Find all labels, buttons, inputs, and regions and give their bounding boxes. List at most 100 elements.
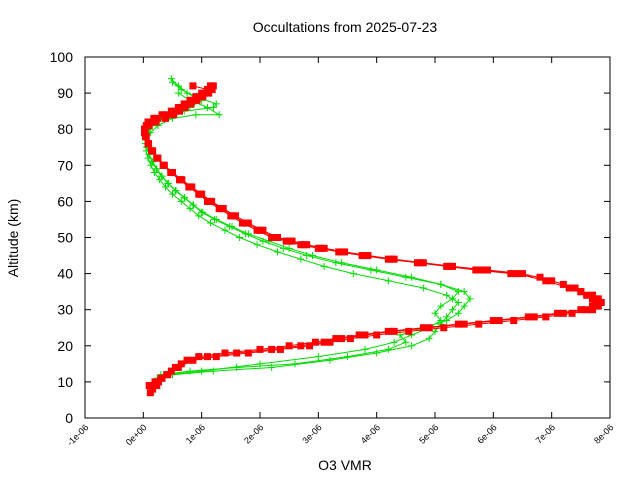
data-point [199,208,207,216]
data-point [198,367,206,375]
data-point [145,122,153,130]
data-point [554,309,561,317]
data-point [475,320,483,328]
data-point [402,273,410,281]
data-point [402,338,410,346]
data-point [384,277,392,285]
x-tick-label: -1e-06 [65,422,90,447]
axis-ticks: -1e-06 0e+00 1e-06 2e-06 3e-06 4e-06 5e-06 6e-0… [50,49,616,448]
y-tick-label: 100 [50,49,74,65]
data-point [306,342,314,350]
data-point [147,161,155,169]
data-point [276,345,284,353]
data-point [390,338,398,346]
data-point [229,212,237,220]
series-line [143,85,602,386]
data-point [205,89,213,97]
data-point [472,266,480,274]
data-point [454,288,462,296]
data-point [167,75,175,83]
data-point [186,183,194,191]
data-point [271,234,279,241]
data-point [160,161,168,169]
data-point [253,241,261,249]
data-point [597,298,605,306]
data-point [338,248,346,256]
data-point [297,255,305,263]
data-point [346,335,354,343]
data-point [192,93,200,101]
data-point [212,353,220,361]
series-line [143,85,599,393]
data-point [149,385,157,393]
data-point [164,371,172,379]
data-point [180,100,188,108]
data-point [349,270,357,278]
data-point [241,219,249,227]
data-point [454,320,462,328]
data-point [437,280,445,288]
data-point [408,273,416,281]
data-point [454,309,462,317]
x-tick-label: 3e-06 [300,422,323,445]
data-point [589,291,596,299]
data-point [367,266,375,274]
data-point [172,187,180,195]
data-point [157,374,165,382]
data-point [513,270,521,278]
data-point [141,129,148,137]
data-point [510,317,518,325]
data-point [236,234,244,241]
data-point [274,248,281,256]
data-point [291,360,299,368]
data-point [244,230,252,238]
y-tick-label: 90 [57,85,73,101]
data-point [440,324,448,332]
data-point [300,241,308,249]
data-point [326,338,334,346]
data-point [198,89,206,97]
data-point [478,266,486,274]
data-point [332,259,340,267]
data-point [153,154,161,162]
data-point [530,313,538,321]
data-point [150,114,158,122]
data-point [583,306,591,314]
data-point [589,295,596,303]
data-point [218,205,225,213]
data-point [437,317,445,325]
data-point [344,353,351,361]
data-point [594,295,602,303]
data-point [408,342,416,350]
data-point [167,367,175,375]
data-point [373,266,381,274]
data-point [387,255,395,263]
data-point [384,327,392,335]
data-point [174,104,182,112]
data-point [144,118,152,126]
data-point [153,382,161,390]
data-point [326,356,334,364]
data-point [171,107,179,115]
data-point [189,356,197,364]
data-point [170,111,178,119]
data-point [174,89,182,97]
data-point [309,252,316,260]
data-point [594,302,602,310]
data-point [583,291,591,299]
data-point [244,349,252,357]
data-point [169,78,176,86]
data-point [373,331,381,339]
data-point [176,107,183,115]
data-point [197,190,204,198]
data-point [431,309,439,317]
data-point [524,313,532,321]
data-point [228,223,236,231]
data-point [446,262,454,270]
data-point [507,270,515,278]
chart-title: Occultations from 2025-07-23 [253,19,438,35]
data-point [285,237,293,245]
data-point [174,363,182,371]
data-point [158,172,166,180]
data-point [212,215,220,223]
